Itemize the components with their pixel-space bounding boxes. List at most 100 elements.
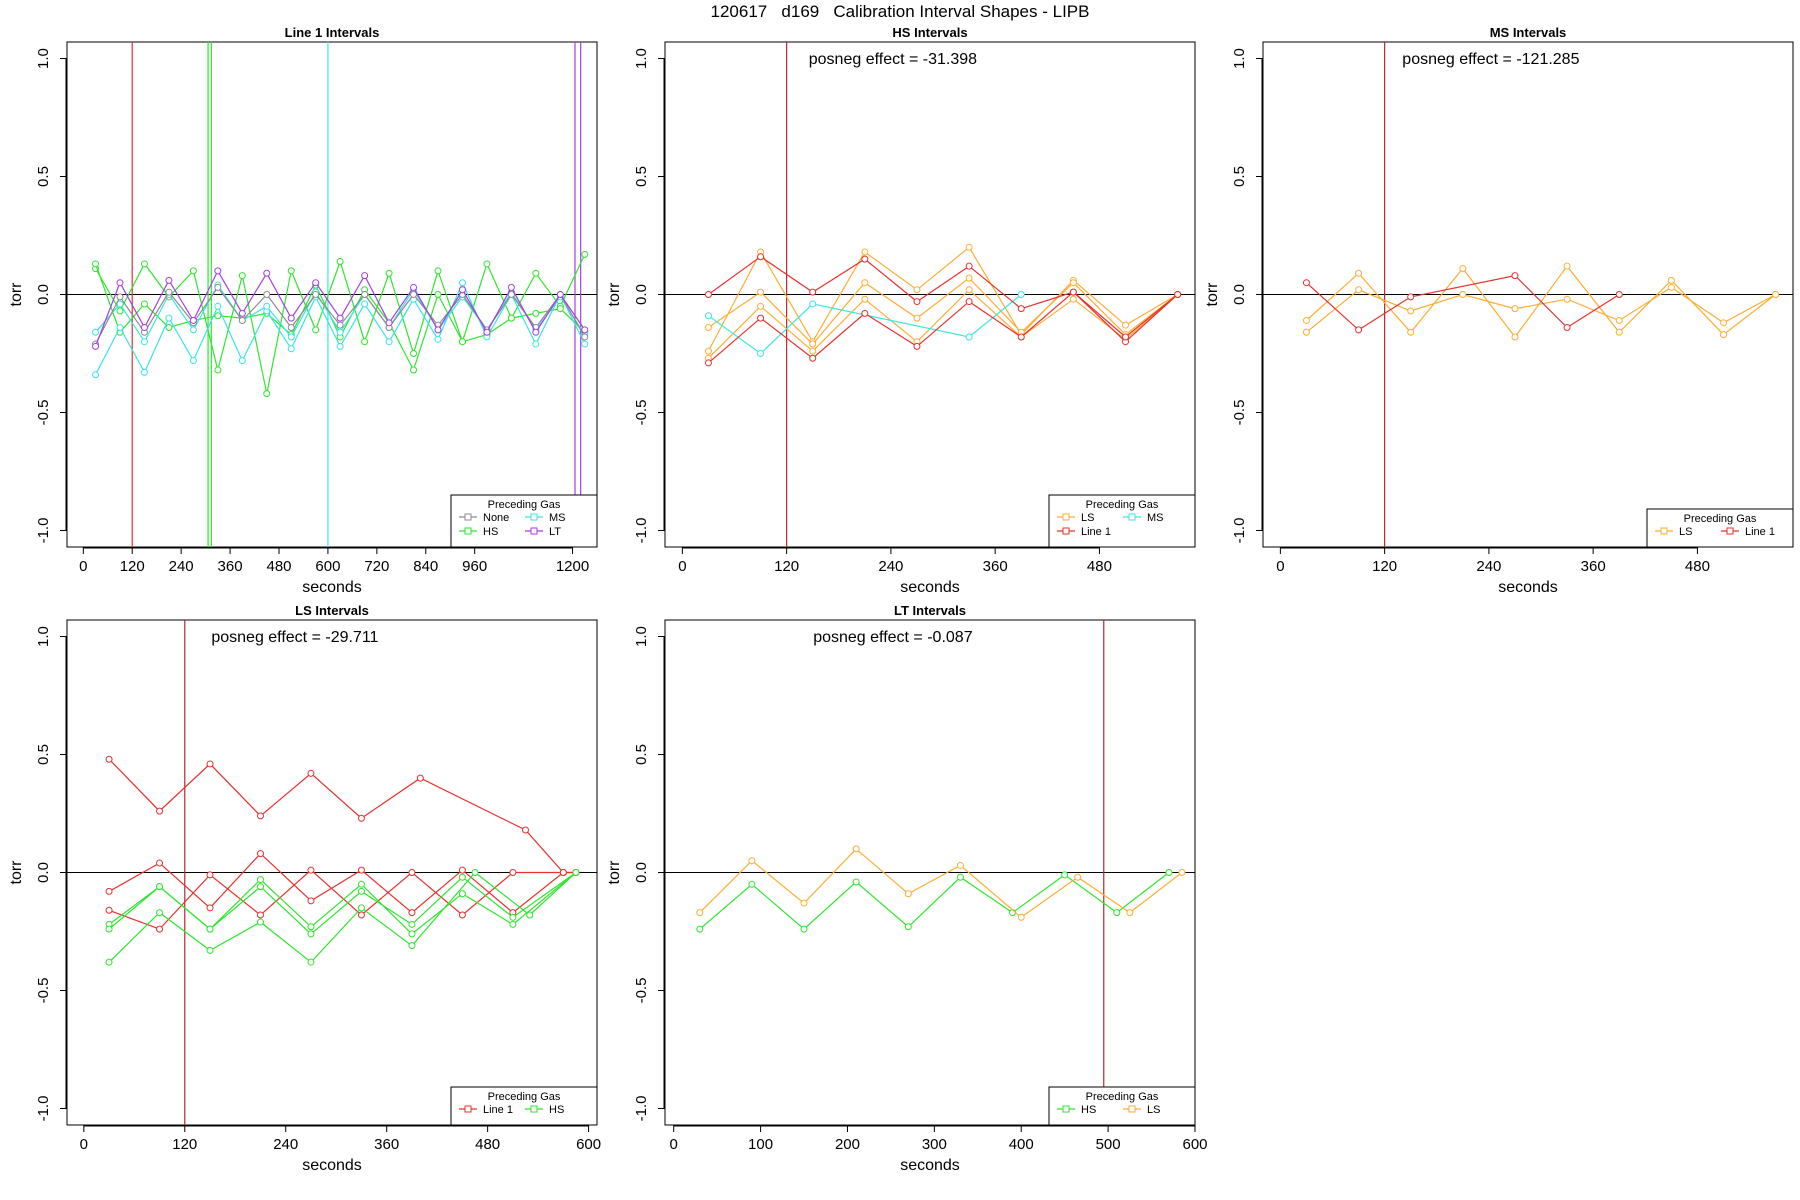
data-point	[965, 333, 973, 341]
data-point	[809, 354, 817, 362]
data-point	[206, 760, 214, 768]
data-point	[483, 260, 491, 268]
data-point	[214, 302, 222, 310]
data-point	[263, 302, 271, 310]
series-line-hs	[108, 871, 577, 964]
series-line-line-1	[708, 291, 1178, 364]
x-tick-label: 480	[1685, 558, 1710, 575]
legend-swatch-marker	[530, 527, 538, 535]
legend-title: Preceding Gas	[1086, 499, 1159, 511]
legend-swatch-marker	[1062, 527, 1070, 535]
data-point	[1407, 293, 1415, 301]
series-line-ls	[708, 277, 1178, 345]
data-point	[507, 314, 515, 322]
data-point	[965, 286, 973, 294]
data-point	[913, 286, 921, 294]
chart-title: LT Intervals	[894, 603, 966, 618]
legend-title: Preceding Gas	[488, 1091, 561, 1103]
data-point	[1178, 869, 1186, 876]
y-tick-label: 0.0	[1231, 284, 1248, 305]
data-point	[238, 357, 246, 365]
data-point	[156, 925, 164, 933]
data-point	[526, 911, 534, 919]
y-axis-label: torr	[606, 860, 623, 885]
data-point	[1017, 333, 1025, 341]
data-point	[410, 291, 418, 298]
y-tick-label: 1.0	[633, 48, 650, 69]
data-point	[434, 335, 442, 343]
data-point	[532, 328, 540, 336]
x-tick-label: 360	[1581, 558, 1606, 575]
data-point	[965, 298, 973, 306]
series-line-ls	[707, 246, 1178, 352]
data-point	[410, 283, 418, 291]
data-point	[336, 321, 344, 329]
data-point	[214, 366, 222, 374]
y-tick-label: 0.0	[35, 862, 52, 883]
data-point	[704, 359, 712, 367]
x-tick-label: 360	[218, 558, 243, 575]
data-point	[913, 298, 921, 306]
data-point	[416, 774, 424, 782]
x-tick-label: 600	[576, 1136, 601, 1153]
data-point	[748, 880, 756, 888]
data-point	[206, 946, 214, 954]
data-point	[410, 349, 418, 357]
data-point	[105, 755, 113, 763]
series-line-line-1	[708, 255, 1179, 343]
data-point	[307, 923, 315, 931]
data-point	[581, 250, 589, 258]
data-point	[458, 286, 466, 294]
y-tick-label: 0.5	[1231, 166, 1248, 187]
data-point	[1302, 316, 1310, 324]
chart-panel-5: LT Intervals 0 100 200 300 400 500 600 seconds -1…	[606, 603, 1208, 1174]
data-point	[410, 366, 418, 374]
x-tick-label: 360	[983, 558, 1008, 575]
chart-panel-4: LS Intervals 0 120 240 360 480 600 seconds -1.0 -…	[8, 603, 601, 1174]
y-tick-label: 0.0	[633, 862, 650, 883]
data-point	[361, 291, 369, 298]
data-point	[287, 267, 295, 275]
data-point	[156, 909, 164, 917]
data-point	[238, 316, 246, 324]
chart-title: Line 1 Intervals	[285, 25, 380, 40]
data-point	[748, 857, 756, 865]
data-point	[861, 248, 869, 256]
y-tick-label: -1.0	[35, 518, 52, 544]
data-point	[214, 267, 222, 275]
data-point	[1772, 291, 1780, 298]
y-tick-label: 0.5	[35, 744, 52, 765]
data-point	[532, 309, 540, 317]
data-point	[263, 269, 271, 277]
series-line-ms	[708, 294, 1022, 355]
x-axis-label: seconds	[302, 1157, 362, 1174]
data-point	[861, 279, 869, 287]
data-point	[256, 883, 264, 891]
data-point	[1017, 305, 1025, 313]
data-point	[287, 333, 295, 341]
data-point	[357, 814, 365, 822]
data-point	[105, 925, 113, 933]
data-point	[189, 267, 197, 275]
x-tick-label: 500	[1096, 1136, 1121, 1153]
data-point	[861, 255, 869, 263]
data-point	[965, 274, 973, 282]
x-tick-label: 300	[922, 1136, 947, 1153]
legend-title: Preceding Gas	[488, 499, 561, 511]
data-point	[1563, 324, 1571, 332]
data-point	[140, 300, 148, 308]
data-point	[357, 880, 365, 888]
data-point	[408, 920, 416, 928]
legend-swatch-marker	[464, 513, 472, 521]
y-tick-label: 1.0	[35, 626, 52, 647]
data-point	[757, 288, 765, 296]
data-point	[116, 293, 124, 301]
data-point	[800, 925, 808, 933]
posneg-annotation: posneg effect = -31.398	[809, 51, 977, 68]
data-point	[238, 272, 246, 280]
data-point	[1017, 291, 1025, 298]
data-point	[256, 876, 264, 884]
x-tick-label: 0	[1276, 558, 1284, 575]
series-line-line-1	[108, 869, 564, 930]
data-point	[704, 312, 712, 320]
